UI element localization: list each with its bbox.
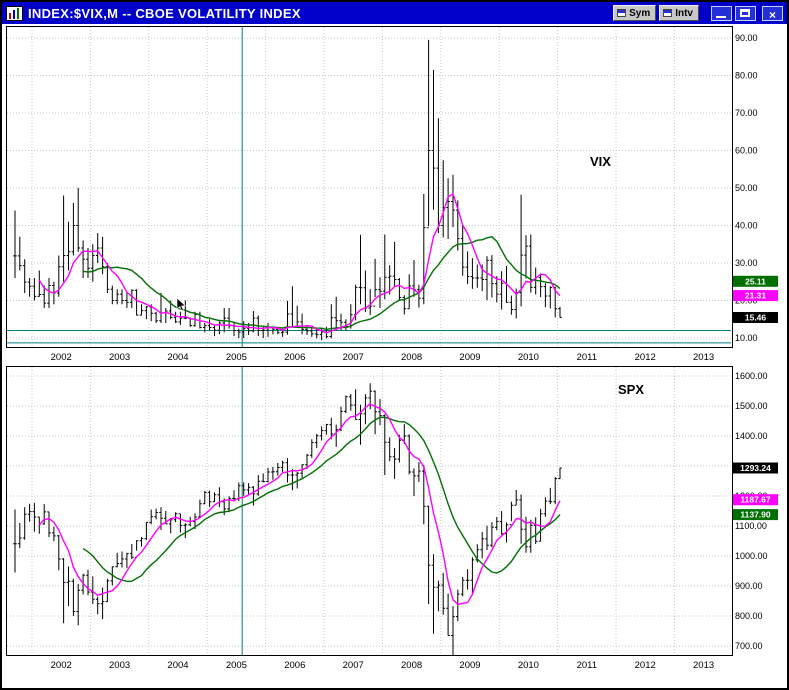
svg-text:1500.00: 1500.00 [735,401,768,411]
svg-text:10.00: 10.00 [735,333,758,343]
window-title: INDEX:$VIX,M -- CBOE VOLATILITY INDEX [28,5,301,21]
slow-ma-line [82,416,561,583]
svg-text:VIX: VIX [590,154,611,169]
titlebar-buttons: Sym Intv × [613,5,783,21]
svg-text:900.00: 900.00 [735,581,763,591]
svg-text:2011: 2011 [577,660,597,671]
svg-text:2007: 2007 [343,660,364,671]
svg-text:2006: 2006 [284,352,305,363]
title-bar: INDEX:$VIX,M -- CBOE VOLATILITY INDEX Sy… [2,2,787,24]
svg-text:800.00: 800.00 [735,611,763,621]
svg-text:1600.00: 1600.00 [735,371,768,381]
svg-text:25.11: 25.11 [745,276,766,286]
svg-text:2013: 2013 [693,352,714,363]
svg-text:50.00: 50.00 [735,183,758,193]
maximize-button[interactable] [735,5,756,21]
pane-symbol-label: VIX [590,154,611,169]
svg-text:90.00: 90.00 [735,33,758,43]
svg-text:2005: 2005 [226,352,247,363]
svg-text:2002: 2002 [51,660,72,671]
spx-pane[interactable]: 1600.001500.001400.001300.001200.001100.… [6,366,785,674]
chart-app-icon [6,5,23,21]
crosshair-lines[interactable] [7,27,731,347]
fast-ma-line [38,403,561,606]
svg-text:2010: 2010 [518,660,539,671]
svg-text:15.46: 15.46 [745,313,767,323]
sym-button-label: Sym [629,7,651,19]
svg-text:70.00: 70.00 [735,108,758,118]
svg-text:1000.00: 1000.00 [735,551,768,561]
svg-text:30.00: 30.00 [735,258,758,268]
intv-button[interactable]: Intv [659,5,699,21]
fast-ma-line [38,192,561,334]
svg-text:2003: 2003 [109,660,130,671]
svg-text:1137.90: 1137.90 [740,510,771,520]
price-bars [13,383,562,656]
intv-button-label: Intv [675,7,693,19]
svg-text:2003: 2003 [109,352,130,363]
svg-text:2012: 2012 [635,352,656,363]
grid-and-price-scale: 1600.001500.001400.001300.001200.001100.… [7,367,768,671]
slow-ma-price-label: 1137.90 [733,509,778,521]
svg-text:2004: 2004 [167,660,188,671]
fast-ma-price-label: 21.31 [733,290,778,302]
svg-text:1187.67: 1187.67 [740,495,771,505]
svg-text:1400.00: 1400.00 [735,431,768,441]
mouse-cursor [176,297,187,312]
svg-text:2005: 2005 [226,660,247,671]
svg-text:2006: 2006 [284,660,305,671]
intv-button-icon [663,9,673,17]
svg-text:2011: 2011 [577,352,597,363]
svg-text:2002: 2002 [51,352,72,363]
svg-text:2008: 2008 [401,660,422,671]
last-price-label: 15.46 [733,312,778,323]
slow-ma-line [82,236,561,331]
svg-text:60.00: 60.00 [735,146,758,156]
svg-text:SPX: SPX [618,382,644,397]
svg-text:2012: 2012 [635,660,656,671]
svg-text:2007: 2007 [343,352,364,363]
close-icon: × [768,7,776,22]
svg-text:40.00: 40.00 [735,221,758,231]
svg-text:2004: 2004 [167,352,188,363]
svg-text:700.00: 700.00 [735,641,763,651]
minimize-icon [716,15,726,18]
svg-text:1293.24: 1293.24 [740,463,771,473]
svg-text:2010: 2010 [518,352,539,363]
app-icon[interactable] [6,5,23,21]
close-button[interactable]: × [762,5,783,22]
minimize-button[interactable] [711,5,732,21]
pane-symbol-label: SPX [618,382,644,397]
fast-ma-price-label: 1187.67 [733,494,778,506]
svg-text:2013: 2013 [693,660,714,671]
vix-chart-canvas[interactable]: 90.0080.0070.0060.0050.0040.0030.0020.00… [6,26,785,366]
maximize-icon [740,8,750,17]
last-price-label: 1293.24 [733,462,778,474]
svg-text:80.00: 80.00 [735,71,758,81]
grid-and-price-scale: 90.0080.0070.0060.0050.0040.0030.0020.00… [7,27,758,363]
vix-pane[interactable]: 90.0080.0070.0060.0050.0040.0030.0020.00… [6,26,785,366]
spx-chart-canvas[interactable]: 1600.001500.001400.001300.001200.001100.… [6,366,785,674]
svg-text:1100.00: 1100.00 [735,521,767,531]
svg-text:2009: 2009 [459,352,480,363]
svg-text:2009: 2009 [459,660,480,671]
svg-text:21.31: 21.31 [745,291,767,301]
slow-ma-price-label: 25.11 [733,275,778,287]
svg-text:2008: 2008 [401,352,422,363]
sym-button[interactable]: Sym [613,5,657,21]
sym-button-icon [617,9,627,17]
